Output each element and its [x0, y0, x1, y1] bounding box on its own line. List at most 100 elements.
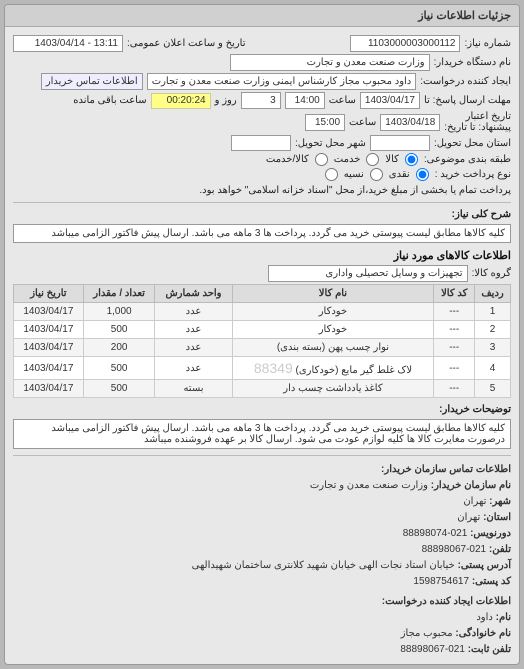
table-row: 3---نوار چسب پهن (بسته بندی)عدد2001403/0… [14, 339, 511, 357]
fax-value: 021-88898074 [403, 528, 468, 539]
org-value: وزارت صنعت معدن و تجارت [310, 480, 428, 491]
pay-note: پرداخت تمام یا بخشی از مبلغ خرید،از محل … [199, 185, 511, 196]
goods-section-title: اطلاعات کالاهای مورد نیاز [13, 249, 511, 262]
table-cell: 1 [475, 303, 511, 321]
table-row: 1---خودکارعدد1,0001403/04/17 [14, 303, 511, 321]
table-cell: 5 [475, 380, 511, 398]
phone-label: تلفن ثابت: [468, 644, 511, 655]
deadline-date: 1403/04/17 [360, 92, 420, 109]
table-cell: 1403/04/17 [14, 321, 84, 339]
announce-value: 13:11 - 1403/04/14 [13, 35, 123, 52]
lname-value: محبوب مجاز [401, 628, 453, 639]
table-cell: --- [434, 357, 475, 380]
pay-cash-radio[interactable] [416, 168, 429, 181]
table-cell: 500 [83, 357, 155, 380]
announce-label: تاریخ و ساعت اعلان عمومی: [127, 38, 246, 49]
group-label: گروه کالا: [472, 268, 511, 279]
table-cell: لاک غلط گیر مایع (خودکاری) 88349 [232, 357, 434, 380]
addr-value: خیابان استاد نجات الهی خیابان شهید کلانت… [192, 560, 455, 571]
remain-days-label: روز و [215, 95, 237, 106]
table-cell: 4 [475, 357, 511, 380]
cat-goods-label: کالا [385, 154, 399, 165]
remain-days: 3 [241, 92, 281, 109]
pay-note-radio[interactable] [325, 168, 338, 181]
table-header: تاریخ نیاز [14, 285, 84, 303]
remain-suffix: ساعت باقی مانده [73, 95, 146, 106]
table-header: ردیف [475, 285, 511, 303]
remain-time: 00:20:24 [151, 93, 211, 109]
requester-value: داود محبوب مجاز کارشناس ایمنی وزارت صنعت… [147, 73, 417, 90]
valid-time: 15:00 [305, 114, 345, 131]
table-cell: 1403/04/17 [14, 380, 84, 398]
valid-label: تاریخ اعتبار پیشنهاد: تا تاریخ: [444, 111, 511, 133]
table-cell: --- [434, 339, 475, 357]
cat-goods-radio[interactable] [405, 153, 418, 166]
city-field [231, 135, 291, 151]
cat-both-radio[interactable] [315, 153, 328, 166]
group-value: تجهیزات و وسایل تحصیلی واداری [268, 265, 468, 282]
contact-province-label: استان: [483, 512, 511, 523]
buyer-value: وزارت صنعت معدن و تجارت [230, 54, 430, 71]
contact-buyer-button[interactable]: اطلاعات تماس خریدار [41, 73, 143, 90]
deadline-time: 14:00 [285, 92, 325, 109]
table-header: نام کالا [232, 285, 434, 303]
deadline-label: مهلت ارسال پاسخ: تا [424, 95, 511, 106]
table-header: واحد شمارش [155, 285, 232, 303]
table-cell: کاغذ یادداشت چسب دار [232, 380, 434, 398]
pay-credit-radio[interactable] [370, 168, 383, 181]
buyer-notes-text: کلیه کالاها مطابق لیست پیوستی خرید می گر… [13, 419, 511, 449]
zip-label: کد پستی: [472, 576, 511, 587]
table-cell: 2 [475, 321, 511, 339]
requester-label: ایجاد کننده درخواست: [420, 76, 511, 87]
phone-value: 021-88898067 [400, 644, 465, 655]
table-cell: عدد [155, 357, 232, 380]
table-header: کد کالا [434, 285, 475, 303]
table-cell: عدد [155, 303, 232, 321]
contact-section-title: اطلاعات تماس سازمان خریدار: [13, 462, 511, 478]
table-header: تعداد / مقدار [83, 285, 155, 303]
cat-services-radio[interactable] [366, 153, 379, 166]
table-cell: خودکار [232, 321, 434, 339]
table-cell: 500 [83, 380, 155, 398]
table-cell: 200 [83, 339, 155, 357]
panel-body: شماره نیاز: 1103000003000112 تاریخ و ساع… [5, 27, 519, 664]
details-panel: جزئیات اطلاعات نیاز شماره نیاز: 11030000… [4, 4, 520, 665]
contact-province: تهران [457, 512, 480, 523]
need-desc: کلیه کالاها مطابق لیست پیوستی خرید می گر… [13, 224, 511, 243]
pay-credit-label: نسیه [344, 169, 364, 180]
table-cell: خودکار [232, 303, 434, 321]
org-label: نام سازمان خریدار: [431, 480, 511, 491]
table-cell: عدد [155, 321, 232, 339]
contact-block: اطلاعات تماس سازمان خریدار: نام سازمان خ… [13, 462, 511, 658]
cat-both-label: کالا/خدمت [266, 154, 309, 165]
contact-city-label: شهر: [489, 496, 511, 507]
table-cell: --- [434, 303, 475, 321]
category-label: طبقه بندی موضوعی: [424, 154, 511, 165]
tel-value: 021-88898067 [422, 544, 487, 555]
table-cell: --- [434, 380, 475, 398]
table-row: 5---کاغذ یادداشت چسب داربسته5001403/04/1… [14, 380, 511, 398]
table-cell: عدد [155, 339, 232, 357]
table-cell: 1403/04/17 [14, 303, 84, 321]
table-cell: بسته [155, 380, 232, 398]
table-cell: 3 [475, 339, 511, 357]
request-no: 1103000003000112 [350, 35, 460, 52]
table-cell: 1403/04/17 [14, 357, 84, 380]
table-cell: 1403/04/17 [14, 339, 84, 357]
request-no-label: شماره نیاز: [464, 38, 511, 49]
buyer-label: نام دستگاه خریدار: [434, 57, 511, 68]
addr-label: آدرس پستی: [458, 560, 511, 571]
items-table: ردیفکد کالانام کالاواحد شمارشتعداد / مقد… [13, 284, 511, 398]
lname-label: نام خانوادگی: [455, 628, 511, 639]
deadline-time-label: ساعت [329, 95, 356, 106]
valid-time-label: ساعت [349, 117, 376, 128]
tel-label: تلفن: [489, 544, 511, 555]
name-value: داود [476, 612, 493, 623]
city-label: شهر محل تحویل: [295, 138, 366, 149]
cat-services-label: خدمت [334, 154, 361, 165]
buy-type-label: نوع پرداخت خرید : [435, 169, 511, 180]
contact-city: تهران [463, 496, 486, 507]
table-cell: --- [434, 321, 475, 339]
pay-cash-label: نقدی [389, 169, 410, 180]
buyer-notes-label: توضیحات خریدار: [439, 404, 511, 415]
